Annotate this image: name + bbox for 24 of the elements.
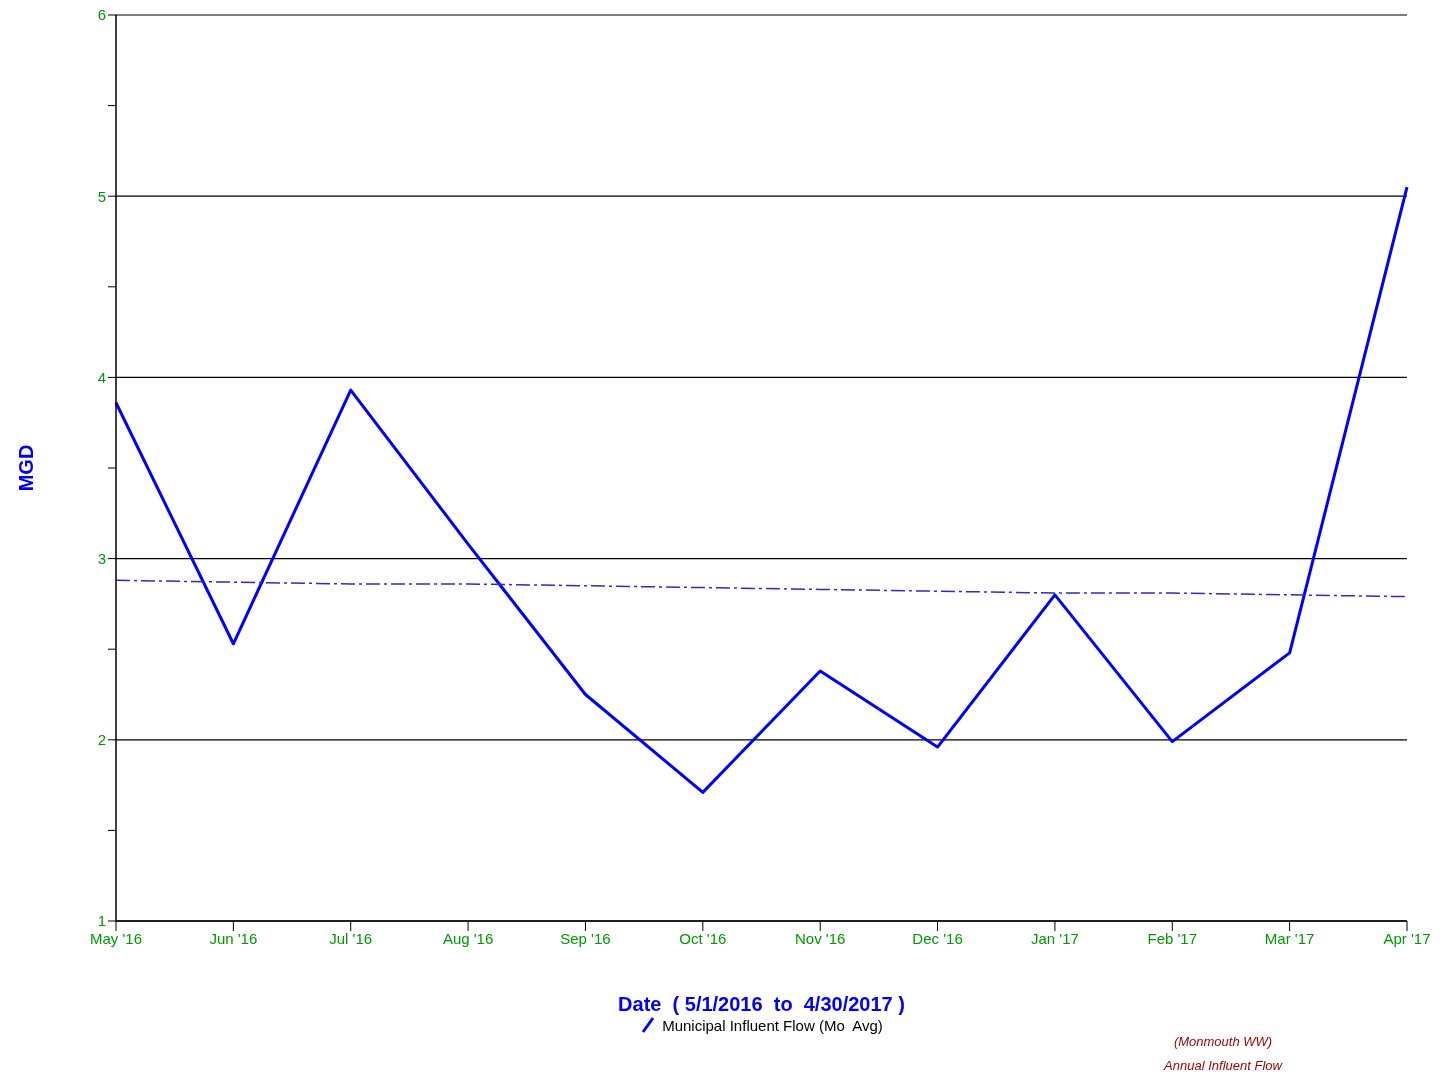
y-tick-label: 5 [97, 187, 106, 205]
x-tick-label: Dec '16 [912, 929, 963, 947]
x-tick-label: Sep '16 [560, 929, 611, 947]
x-tick-label: Aug '16 [442, 929, 494, 947]
legend-label: Municipal Influent Flow (Mo Avg) [662, 1016, 883, 1034]
y-tick-label: 1 [97, 912, 106, 930]
x-tick-label: Oct '16 [679, 929, 727, 947]
x-tick-label: Jan '17 [1030, 929, 1079, 947]
x-tick-label: May '16 [89, 929, 143, 947]
x-tick-label: Mar '17 [1264, 929, 1315, 947]
x-tick-label: Apr '17 [1383, 929, 1431, 947]
y-axis-title: MGD [15, 444, 38, 492]
x-tick-label: Jul '16 [329, 929, 373, 947]
x-tick-label: Feb '17 [1147, 929, 1198, 947]
x-tick-label: Nov '16 [794, 929, 846, 947]
line-series [115, 579, 1408, 598]
y-tick-label: 2 [97, 731, 106, 749]
x-tick-label: Jun '16 [209, 929, 258, 947]
y-tick-label: 4 [97, 368, 106, 386]
text: (Monmouth WW) [1172, 1033, 1274, 1051]
y-tick-label: 3 [97, 549, 106, 567]
text: Annual Influent Flow [1162, 1057, 1284, 1074]
y-tick-label: 6 [97, 6, 106, 24]
x-axis-title: Date ( 5/1/2016 to 4/30/2017 ) [617, 993, 906, 1016]
